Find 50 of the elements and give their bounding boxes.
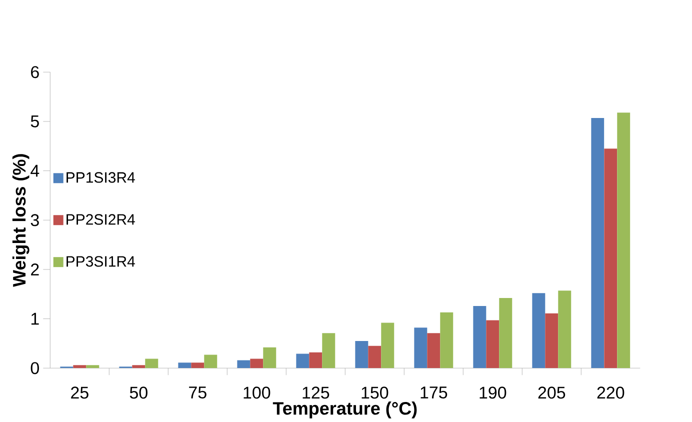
- bar: [381, 322, 394, 368]
- bar: [296, 354, 310, 368]
- bar: [532, 293, 546, 368]
- bar: [309, 352, 322, 368]
- y-axis-title: Weight loss (%): [12, 154, 30, 288]
- bar: [145, 358, 158, 368]
- x-tick-label: 150: [362, 386, 388, 399]
- x-tick-label: 75: [189, 386, 206, 399]
- bar: [322, 333, 336, 368]
- bar: [591, 118, 604, 368]
- bar: [604, 148, 618, 368]
- bar: [204, 354, 218, 368]
- bar: [440, 312, 454, 368]
- bar: [73, 365, 86, 368]
- bar: [499, 298, 512, 368]
- bar: [558, 290, 572, 368]
- x-tick-label: 190: [480, 386, 506, 399]
- bar: [237, 360, 250, 368]
- bar: [473, 306, 486, 368]
- bar: [545, 314, 558, 368]
- y-tick-label: 3: [30, 214, 39, 226]
- x-tick-label: 175: [420, 386, 448, 399]
- bar: [414, 328, 428, 368]
- y-tick-label: 6: [31, 66, 39, 78]
- bar: [427, 333, 440, 368]
- bar: [178, 362, 192, 368]
- y-tick-label: 1: [31, 313, 39, 325]
- x-axis-title: Temperature (°C): [272, 402, 417, 418]
- y-tick-label: 5: [30, 116, 39, 128]
- x-tick-label: 100: [244, 386, 270, 399]
- x-tick-label: 25: [71, 386, 88, 399]
- legend-label: PP1SI3R4: [66, 172, 135, 183]
- y-tick-label: 4: [30, 165, 40, 177]
- bar: [132, 365, 146, 368]
- y-tick-label: 2: [31, 264, 39, 276]
- x-tick-label: 205: [538, 386, 566, 399]
- bar: [250, 358, 264, 368]
- bar: [191, 362, 204, 368]
- x-tick-label: 125: [302, 386, 330, 399]
- legend-label: PP3SI1R4: [66, 256, 135, 267]
- bar: [486, 320, 500, 368]
- x-tick-label: 50: [130, 386, 148, 399]
- legend-label: PP2SI2R4: [66, 214, 135, 225]
- y-tick-label: 0: [30, 362, 39, 374]
- bar: [368, 346, 382, 368]
- bar: [617, 112, 630, 368]
- bar: [263, 348, 276, 368]
- bar: [355, 341, 368, 368]
- x-tick-label: 220: [597, 386, 624, 399]
- bar: [86, 365, 100, 368]
